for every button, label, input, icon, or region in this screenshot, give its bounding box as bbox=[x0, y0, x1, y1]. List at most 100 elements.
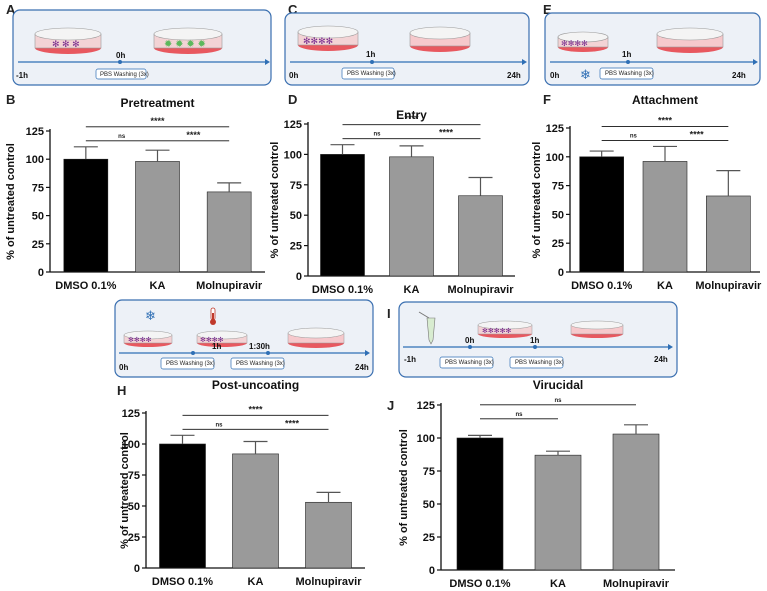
bar bbox=[63, 158, 109, 273]
y-tick-label: 125 bbox=[122, 408, 140, 420]
x-tick-label: Molnupiravir bbox=[196, 280, 263, 292]
time-label: 24h bbox=[355, 363, 369, 372]
svg-text:✻✻✻✻: ✻✻✻✻ bbox=[128, 336, 152, 344]
time-label: -1h bbox=[16, 71, 28, 80]
time-label: 0h bbox=[289, 71, 298, 80]
svg-text:✻✻✻✻✻: ✻✻✻✻✻ bbox=[482, 327, 511, 335]
timepoint-marker bbox=[118, 60, 122, 64]
svg-text:✻ ✻ ✻: ✻ ✻ ✻ bbox=[52, 39, 80, 49]
timeline-arrow-icon bbox=[522, 59, 527, 65]
wash-label: PBS Washing (3x) bbox=[236, 361, 285, 367]
timeline-arrow-icon bbox=[753, 59, 758, 65]
x-tick-label: KA bbox=[150, 280, 166, 292]
y-tick-label: 75 bbox=[32, 182, 44, 194]
wash-label: PBS Washing (3x) bbox=[166, 361, 215, 367]
y-tick-label: 100 bbox=[122, 439, 140, 451]
bar bbox=[135, 161, 180, 273]
significance-label: ns bbox=[118, 134, 126, 140]
petri-dish-icon bbox=[656, 27, 724, 53]
time-label: 24h bbox=[654, 355, 668, 364]
x-tick-label: Molnupiravir bbox=[695, 280, 762, 292]
thermometer-icon bbox=[210, 307, 216, 325]
time-label: 1h bbox=[622, 50, 631, 59]
time-label: 1h bbox=[530, 336, 539, 345]
wash-box bbox=[95, 68, 147, 80]
y-tick-label: 50 bbox=[552, 209, 564, 221]
bar bbox=[458, 195, 503, 277]
significance-label: ns bbox=[373, 132, 381, 138]
y-tick-label: 25 bbox=[32, 239, 44, 251]
time-label: 1h bbox=[212, 342, 221, 351]
wash-label: PBS Washing (3x) bbox=[347, 71, 396, 77]
y-tick-label: 0 bbox=[38, 267, 44, 279]
panel-letter-c: C bbox=[288, 2, 298, 17]
petri-dish-icon: ✻✻✻✻✻ bbox=[477, 320, 533, 338]
bar bbox=[159, 443, 206, 569]
chart-attachment: Attachment % of untreated control 0 25 50 75 1… bbox=[531, 93, 762, 292]
bar bbox=[320, 154, 365, 277]
panel-letter-f: F bbox=[543, 92, 551, 107]
y-tick-label: 50 bbox=[128, 501, 140, 513]
bar bbox=[642, 161, 688, 273]
wash-box bbox=[439, 356, 494, 369]
timepoint-marker bbox=[468, 345, 472, 349]
time-label: 1h bbox=[366, 50, 375, 59]
timeline-a: ✻ ✻ ✻ ✹ ✹ ✹ ✹ -1h 0h PBS Washing (3x) bbox=[12, 9, 272, 86]
y-tick-label: 125 bbox=[546, 123, 564, 135]
y-tick-label: 125 bbox=[284, 119, 302, 131]
significance-label: **** bbox=[248, 404, 263, 414]
x-tick-label: DMSO 0.1% bbox=[449, 578, 510, 590]
panel-letter-j: J bbox=[387, 398, 394, 413]
bar bbox=[389, 156, 434, 277]
time-label: 0h bbox=[119, 363, 128, 372]
x-tick-label: Molnupiravir bbox=[447, 284, 514, 296]
timeline-c: ✻✻✻✻ 0h 1h 24h PBS Washing (3x) bbox=[284, 12, 530, 86]
y-axis-label: % of untreated control bbox=[531, 142, 543, 259]
timepoint-marker bbox=[191, 351, 195, 355]
y-tick-label: 0 bbox=[429, 565, 435, 577]
y-tick-label: 100 bbox=[284, 149, 302, 161]
y-tick-label: 125 bbox=[417, 400, 435, 412]
timeline-arrow-icon bbox=[668, 344, 673, 350]
significance-label: ns bbox=[515, 412, 523, 418]
tube-icon bbox=[418, 311, 436, 345]
timeline-g: ❄ ✻✻✻✻ ✻✻✻✻ 0h 1h 1:30h 24h bbox=[114, 299, 374, 378]
timeline-arrow-icon bbox=[365, 350, 370, 356]
petri-dish-icon: ✻✻✻✻ bbox=[297, 25, 359, 51]
wash-label: PBS Washing (3x) bbox=[515, 360, 564, 366]
wash-label: PBS Washing (3x) bbox=[100, 72, 149, 78]
bar bbox=[206, 191, 252, 273]
y-tick-label: 0 bbox=[134, 563, 140, 575]
timeline-e: ✻✻✻✻ 0h 1h 24h ❄ PBS Washing (3x) bbox=[544, 12, 761, 86]
x-tick-label: Molnupiravir bbox=[603, 578, 670, 590]
time-label: 0h bbox=[550, 71, 559, 80]
chart-title: Attachment bbox=[632, 93, 698, 107]
timepoint-marker bbox=[266, 351, 270, 355]
time-label: 24h bbox=[732, 71, 746, 80]
time-label: 24h bbox=[507, 71, 521, 80]
bar bbox=[612, 433, 660, 571]
petri-dish-icon bbox=[287, 327, 345, 348]
petri-dish-icon: ✻✻✻✻ bbox=[557, 31, 609, 52]
significance-label: ns bbox=[630, 133, 638, 139]
panel-letter-a: A bbox=[6, 2, 16, 17]
significance-label: **** bbox=[690, 129, 705, 139]
y-tick-label: 50 bbox=[32, 211, 44, 223]
panel-letter-d: D bbox=[288, 92, 297, 107]
panel-letter-i: I bbox=[387, 306, 391, 321]
chart-pretreatment: Pretreatment % of untreated control 0 25 50 7… bbox=[5, 96, 265, 292]
time-label: 1:30h bbox=[249, 342, 270, 351]
y-tick-label: 75 bbox=[128, 470, 140, 482]
y-tick-label: 50 bbox=[423, 499, 435, 511]
significance-label: ns bbox=[215, 422, 223, 428]
y-tick-label: 100 bbox=[417, 433, 435, 445]
snowflake-icon: ❄ bbox=[580, 67, 591, 82]
y-tick-label: 0 bbox=[558, 267, 564, 279]
petri-dish-icon: ✹ ✹ ✹ ✹ bbox=[153, 27, 223, 54]
petri-dish-icon: ✻ ✻ ✻ bbox=[34, 27, 102, 54]
wash-label: PBS Washing (3x) bbox=[605, 71, 654, 77]
x-tick-label: KA bbox=[248, 576, 264, 588]
panel-letter-b: B bbox=[6, 92, 15, 107]
y-axis-label: % of untreated control bbox=[398, 429, 410, 546]
